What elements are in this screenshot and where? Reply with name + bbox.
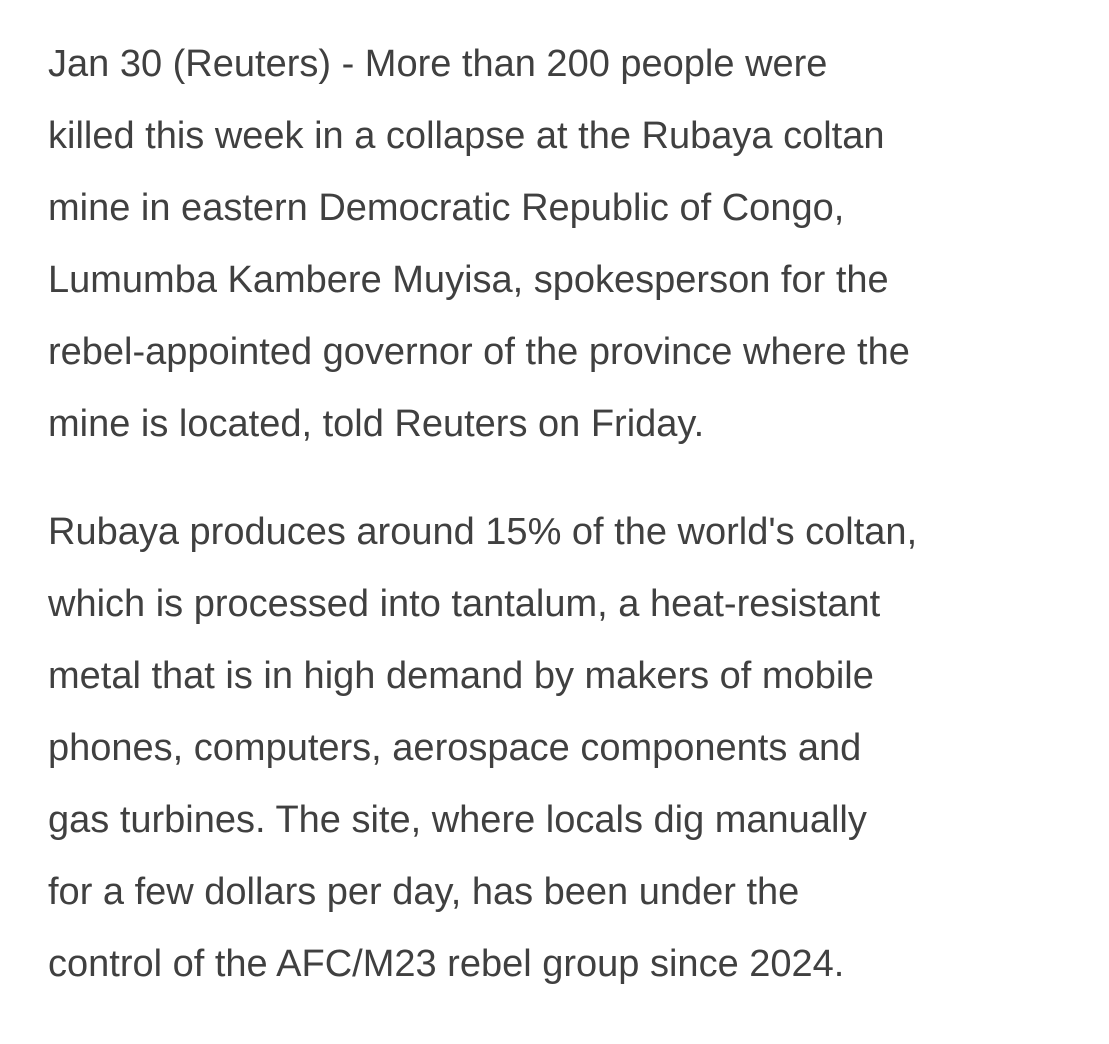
- text-line: which is processed into tantalum, a heat…: [48, 583, 881, 625]
- text-line: Jan 30 (Reuters) - More than 200 people …: [48, 43, 828, 85]
- text-line: killed this week in a collapse at the Ru…: [48, 115, 885, 157]
- text-line: gas turbines. The site, where locals dig…: [48, 799, 867, 841]
- article-paragraph: Rubaya produces around 15% of the world'…: [48, 504, 1089, 1008]
- text-line: Lumumba Kambere Muyisa, spokesperson for…: [48, 259, 889, 301]
- text-line: metal that is in high demand by makers o…: [48, 655, 874, 697]
- text-line: rebel-appointed governor of the province…: [48, 331, 910, 373]
- text-line: for a few dollars per day, has been unde…: [48, 871, 800, 913]
- text-line: mine in eastern Democratic Republic of C…: [48, 187, 845, 229]
- text-line: control of the AFC/M23 rebel group since…: [48, 943, 845, 985]
- article-body: Jan 30 (Reuters) - More than 200 people …: [48, 36, 1089, 1044]
- article-paragraph: Jan 30 (Reuters) - More than 200 people …: [48, 36, 1089, 468]
- text-line: mine is located, told Reuters on Friday.: [48, 403, 705, 445]
- text-line: phones, computers, aerospace components …: [48, 727, 862, 769]
- text-line: Rubaya produces around 15% of the world'…: [48, 511, 918, 553]
